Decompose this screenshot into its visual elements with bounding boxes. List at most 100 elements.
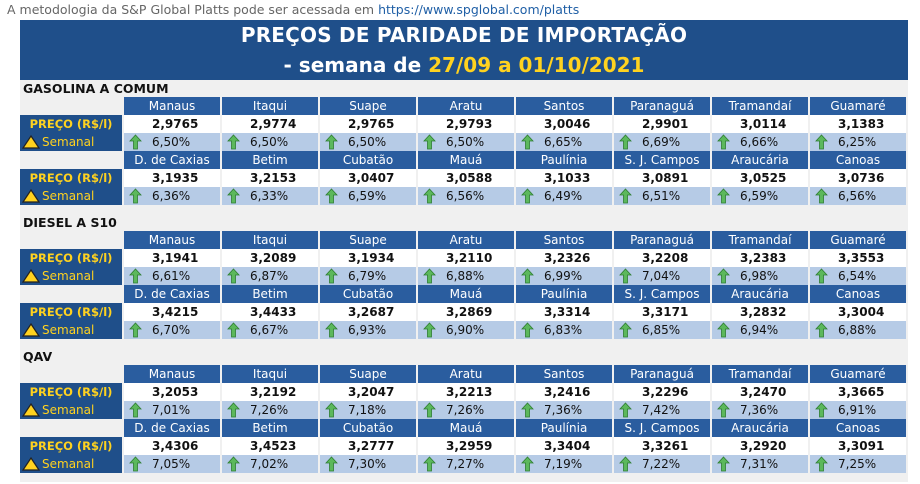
- price-cell: 3,4433: [222, 303, 318, 321]
- cell-value: 7,36%: [740, 403, 779, 417]
- price-label: PREÇO (R$/l): [20, 303, 122, 321]
- cell-value: Aratu: [449, 99, 483, 113]
- city-name: Guamaré: [810, 97, 906, 115]
- blank-label: [20, 97, 122, 115]
- cell-value: 6,91%: [838, 403, 877, 417]
- cell-value: 3,3314: [544, 305, 591, 319]
- up-arrow-icon: [227, 402, 240, 418]
- cell-value: 7,27%: [446, 457, 485, 471]
- cell-value: Guamaré: [830, 367, 886, 381]
- cell-value: 3,2687: [348, 305, 395, 319]
- up-arrow-icon: [423, 402, 436, 418]
- weekly-change-cell: 7,26%: [418, 401, 514, 419]
- price-cell: 3,1033: [516, 169, 612, 187]
- cell-value: 3,1033: [544, 171, 591, 185]
- warning-triangle-icon: [22, 135, 40, 149]
- up-arrow-icon: [815, 322, 828, 338]
- cell-value: 7,04%: [642, 269, 681, 283]
- cell-value: Tramandaí: [728, 233, 792, 247]
- price-cell: 3,2326: [516, 249, 612, 267]
- cell-value: Betim: [252, 153, 288, 167]
- cell-value: 3,3665: [838, 385, 885, 399]
- city-row: Manaus Itaqui Suape Aratu Santos Paranaguá Tra…: [20, 97, 908, 115]
- city-name: Aratu: [418, 97, 514, 115]
- price-cell: 2,9765: [320, 115, 416, 133]
- cell-value: 6,87%: [250, 269, 289, 283]
- city-name: Paranaguá: [614, 231, 710, 249]
- up-arrow-icon: [619, 134, 632, 150]
- cell-value: 6,54%: [838, 269, 877, 283]
- city-name: Suape: [320, 97, 416, 115]
- cell-value: Manaus: [148, 99, 196, 113]
- city-name: Canoas: [810, 151, 906, 169]
- cell-value: Aratu: [449, 233, 483, 247]
- city-name: Tramandaí: [712, 365, 808, 383]
- city-name: Aratu: [418, 365, 514, 383]
- cell-value: 3,2192: [250, 385, 297, 399]
- price-cell: 3,3171: [614, 303, 710, 321]
- cell-value: 6,70%: [152, 323, 191, 337]
- table-banner: PREÇOS DE PARIDADE DE IMPORTAÇÃO - seman…: [20, 20, 908, 80]
- cell-value: Araucária: [731, 287, 789, 301]
- price-cell: 3,4215: [124, 303, 220, 321]
- city-name: Cubatão: [320, 419, 416, 437]
- weekly-change-cell: 6,50%: [124, 133, 220, 151]
- warning-triangle-icon: [22, 189, 40, 203]
- city-name: Cubatão: [320, 285, 416, 303]
- cell-value: 3,3171: [642, 305, 689, 319]
- cell-value: Mauá: [449, 421, 483, 435]
- weekly-change-cell: 6,90%: [418, 321, 514, 339]
- city-name: Tramandaí: [712, 231, 808, 249]
- up-arrow-icon: [423, 188, 436, 204]
- cell-value: 2,9793: [446, 117, 493, 131]
- section-2: QAV Manaus Itaqui Suape Aratu Santos Paranaguá…: [20, 348, 908, 473]
- cell-value: 6,88%: [838, 323, 877, 337]
- up-arrow-icon: [619, 268, 632, 284]
- cell-value: 3,2777: [348, 439, 395, 453]
- city-name: Itaqui: [222, 231, 318, 249]
- city-name: Mauá: [418, 285, 514, 303]
- cell-value: 3,2053: [152, 385, 199, 399]
- price-label: PREÇO (R$/l): [20, 383, 122, 401]
- cell-value: 3,0525: [740, 171, 787, 185]
- weekly-change-cell: 6,85%: [614, 321, 710, 339]
- weekly-label: Semanal: [20, 133, 122, 151]
- up-arrow-icon: [129, 322, 142, 338]
- price-cell: 3,3404: [516, 437, 612, 455]
- cell-value: 6,88%: [446, 269, 485, 283]
- cell-value: 3,3004: [838, 305, 885, 319]
- platts-link[interactable]: https://www.spglobal.com/platts: [378, 2, 580, 17]
- price-cell: 3,2832: [712, 303, 808, 321]
- weekly-change-cell: 6,70%: [124, 321, 220, 339]
- up-arrow-icon: [717, 402, 730, 418]
- cell-value: 7,02%: [250, 457, 289, 471]
- cell-value: 7,05%: [152, 457, 191, 471]
- city-name: S. J. Campos: [614, 151, 710, 169]
- price-cell: 3,3665: [810, 383, 906, 401]
- price-cell: 3,2959: [418, 437, 514, 455]
- price-row: PREÇO (R$/l) 3,4306 3,4523 3,2777 3,2959 3,34…: [20, 437, 908, 455]
- cell-value: Guamaré: [830, 99, 886, 113]
- cell-value: 7,42%: [642, 403, 681, 417]
- up-arrow-icon: [815, 134, 828, 150]
- cell-value: Mauá: [449, 153, 483, 167]
- price-cell: 3,2920: [712, 437, 808, 455]
- cell-value: Paulínia: [540, 287, 588, 301]
- city-name: Betim: [222, 151, 318, 169]
- price-cell: 3,2192: [222, 383, 318, 401]
- city-name: Canoas: [810, 285, 906, 303]
- cell-value: 2,9765: [152, 117, 199, 131]
- up-arrow-icon: [227, 322, 240, 338]
- cell-value: Suape: [349, 233, 387, 247]
- section-title: DIESEL A S10: [20, 214, 908, 231]
- cell-value: 3,4523: [250, 439, 297, 453]
- price-cell: 3,3091: [810, 437, 906, 455]
- price-cell: 3,2777: [320, 437, 416, 455]
- cell-value: 7,18%: [348, 403, 387, 417]
- cell-value: S. J. Campos: [624, 287, 700, 301]
- cell-value: 3,2153: [250, 171, 297, 185]
- cell-value: 3,2920: [740, 439, 787, 453]
- cell-value: 6,50%: [348, 135, 387, 149]
- weekly-change-cell: 6,36%: [124, 187, 220, 205]
- cell-value: 6,50%: [152, 135, 191, 149]
